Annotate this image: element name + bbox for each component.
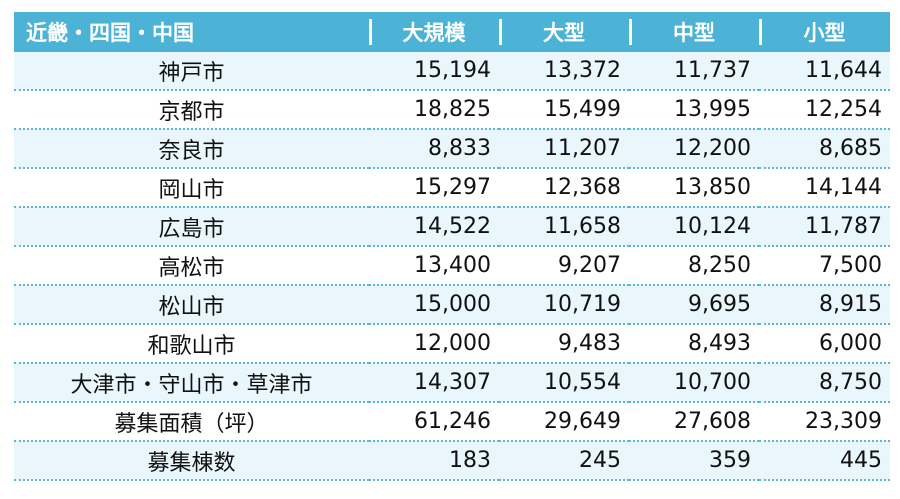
cell-value: 11,737 xyxy=(629,52,759,91)
cell-value: 183 xyxy=(369,441,499,481)
cell-value: 11,207 xyxy=(499,129,629,169)
cell-value: 9,483 xyxy=(499,324,629,364)
row-label: 神戸市 xyxy=(14,52,369,91)
table-row: 岡山市 15,297 12,368 13,850 14,144 xyxy=(14,168,890,208)
rent-by-city-table: 近畿・四国・中国 大規模 大型 中型 小型 神戸市 15,194 13,372 … xyxy=(14,12,890,481)
cell-value: 12,000 xyxy=(369,324,499,364)
cell-value: 10,719 xyxy=(499,285,629,325)
cell-value: 14,144 xyxy=(759,168,890,208)
table-row: 大津市・守山市・草津市 14,307 10,554 10,700 8,750 xyxy=(14,363,890,403)
table-header: 近畿・四国・中国 大規模 大型 中型 小型 xyxy=(14,12,890,52)
cell-value: 8,685 xyxy=(759,129,890,169)
cell-value: 8,915 xyxy=(759,285,890,325)
header-region: 近畿・四国・中国 xyxy=(14,12,369,52)
cell-value: 13,995 xyxy=(629,90,759,130)
header-separator xyxy=(759,19,762,45)
table-row: 和歌山市 12,000 9,483 8,493 6,000 xyxy=(14,324,890,364)
header-col-medium: 中型 xyxy=(629,12,759,52)
row-label: 募集棟数 xyxy=(14,441,369,481)
row-label: 募集面積（坪） xyxy=(14,402,369,442)
table-row: 高松市 13,400 9,207 8,250 7,500 xyxy=(14,246,890,286)
cell-value: 445 xyxy=(759,441,890,481)
header-row: 近畿・四国・中国 大規模 大型 中型 小型 xyxy=(14,12,890,52)
cell-value: 15,194 xyxy=(369,52,499,91)
cell-value: 8,750 xyxy=(759,363,890,403)
header-col-label: 小型 xyxy=(803,21,846,45)
cell-value: 8,493 xyxy=(629,324,759,364)
row-label: 松山市 xyxy=(14,285,369,325)
row-label: 和歌山市 xyxy=(14,324,369,364)
header-separator xyxy=(629,19,632,45)
table-body: 神戸市 15,194 13,372 11,737 11,644 京都市 18,8… xyxy=(14,52,890,481)
cell-value: 10,700 xyxy=(629,363,759,403)
row-label: 岡山市 xyxy=(14,168,369,208)
cell-value: 15,297 xyxy=(369,168,499,208)
header-col-label: 大規模 xyxy=(402,21,466,45)
cell-value: 10,124 xyxy=(629,207,759,247)
cell-value: 359 xyxy=(629,441,759,481)
cell-value: 61,246 xyxy=(369,402,499,442)
cell-value: 12,200 xyxy=(629,129,759,169)
cell-value: 18,825 xyxy=(369,90,499,130)
cell-value: 12,368 xyxy=(499,168,629,208)
header-col-label: 大型 xyxy=(543,21,585,45)
header-separator xyxy=(369,19,372,45)
cell-value: 10,554 xyxy=(499,363,629,403)
table-row: 京都市 18,825 15,499 13,995 12,254 xyxy=(14,90,890,130)
cell-value: 6,000 xyxy=(759,324,890,364)
header-col-label: 中型 xyxy=(673,21,715,45)
cell-value: 15,499 xyxy=(499,90,629,130)
cell-value: 11,644 xyxy=(759,52,890,91)
cell-value: 13,372 xyxy=(499,52,629,91)
cell-value: 12,254 xyxy=(759,90,890,130)
cell-value: 11,658 xyxy=(499,207,629,247)
cell-value: 14,307 xyxy=(369,363,499,403)
table-row-total-area: 募集面積（坪） 61,246 29,649 27,608 23,309 xyxy=(14,402,890,442)
row-label: 京都市 xyxy=(14,90,369,130)
cell-value: 11,787 xyxy=(759,207,890,247)
table-row: 神戸市 15,194 13,372 11,737 11,644 xyxy=(14,52,890,91)
cell-value: 9,695 xyxy=(629,285,759,325)
row-label: 奈良市 xyxy=(14,129,369,169)
cell-value: 14,522 xyxy=(369,207,499,247)
cell-value: 15,000 xyxy=(369,285,499,325)
cell-value: 8,250 xyxy=(629,246,759,286)
cell-value: 9,207 xyxy=(499,246,629,286)
table-row: 広島市 14,522 11,658 10,124 11,787 xyxy=(14,207,890,247)
header-separator xyxy=(499,19,502,45)
row-label: 高松市 xyxy=(14,246,369,286)
cell-value: 27,608 xyxy=(629,402,759,442)
row-label: 広島市 xyxy=(14,207,369,247)
header-col-large-scale: 大規模 xyxy=(369,12,499,52)
header-col-small: 小型 xyxy=(759,12,890,52)
row-label: 大津市・守山市・草津市 xyxy=(14,363,369,403)
cell-value: 13,400 xyxy=(369,246,499,286)
cell-value: 7,500 xyxy=(759,246,890,286)
cell-value: 8,833 xyxy=(369,129,499,169)
header-col-large: 大型 xyxy=(499,12,629,52)
table-row: 松山市 15,000 10,719 9,695 8,915 xyxy=(14,285,890,325)
cell-value: 245 xyxy=(499,441,629,481)
cell-value: 13,850 xyxy=(629,168,759,208)
table-row: 奈良市 8,833 11,207 12,200 8,685 xyxy=(14,129,890,169)
table-row-building-count: 募集棟数 183 245 359 445 xyxy=(14,441,890,481)
vacancy-table-container: 近畿・四国・中国 大規模 大型 中型 小型 神戸市 15,194 13,372 … xyxy=(14,12,890,481)
cell-value: 29,649 xyxy=(499,402,629,442)
cell-value: 23,309 xyxy=(759,402,890,442)
